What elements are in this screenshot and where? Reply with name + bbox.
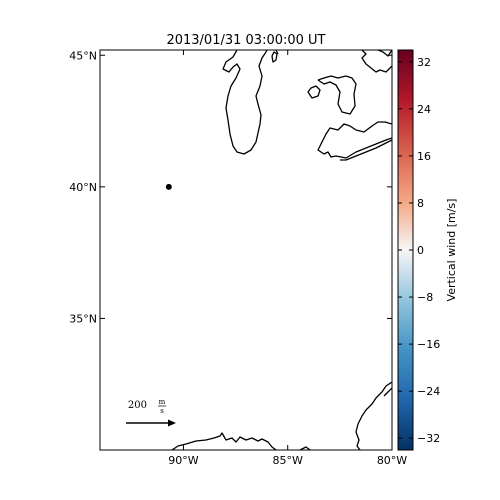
thumb-shoreline [317, 75, 357, 115]
latitude-label: 45°N [69, 49, 97, 62]
coastlines [171, 50, 392, 450]
colorbar-tick-label: 8 [417, 197, 424, 210]
latitude-label: 35°N [69, 312, 97, 325]
lake-huron-shoreline [377, 50, 392, 57]
colorbar-tick-label: 24 [417, 103, 431, 116]
map-title: 2013/01/31 03:00:00 UT [166, 33, 325, 48]
colorbar-tick-label: 0 [417, 244, 424, 257]
reference-arrow-head [168, 419, 176, 427]
reference-arrow: 200 m s [126, 398, 176, 427]
longitude-axis: 90°W 85°W 80°W [168, 50, 407, 467]
colorbar-ticks: 32 24 16 8 0 −8 −16 −24 −32 [398, 56, 440, 445]
colorbar-tick-label: −16 [417, 338, 440, 351]
colorbar-tick-label: −32 [417, 432, 440, 445]
map-frame [99, 49, 393, 451]
latitude-axis: 45°N 40°N 35°N [69, 49, 392, 325]
longitude-label: 90°W [168, 454, 198, 467]
island-shoreline [275, 50, 279, 55]
longitude-label: 80°W [377, 454, 407, 467]
colorbar-tick-label: −24 [417, 385, 440, 398]
atlantic-coast-shoreline [355, 381, 392, 450]
gulf-coast-shoreline [299, 446, 311, 450]
lake-erie-shoreline [317, 121, 392, 159]
colorbar-label: Vertical wind [m/s] [445, 199, 458, 302]
latitude-label: 40°N [69, 181, 97, 194]
colorbar-tick-label: 32 [417, 56, 431, 69]
colorbar-tick-label: 16 [417, 150, 431, 163]
reference-arrow-unit-denominator: s [160, 407, 164, 415]
longitude-label: 85°W [273, 454, 303, 467]
colorbar-tick-label: −8 [417, 291, 433, 304]
lake-huron-shoreline [361, 50, 392, 73]
station-point-marker [165, 183, 172, 190]
lake-michigan-shoreline [222, 50, 268, 155]
reference-arrow-unit-numerator: m [159, 398, 166, 406]
island-shoreline [271, 51, 278, 63]
lake-erie-shoreline [340, 139, 392, 161]
thumb-shoreline [307, 85, 321, 99]
gulf-coast-shoreline [171, 432, 277, 450]
atlantic-coast-shoreline [383, 387, 392, 397]
reference-arrow-value: 200 [128, 400, 147, 411]
